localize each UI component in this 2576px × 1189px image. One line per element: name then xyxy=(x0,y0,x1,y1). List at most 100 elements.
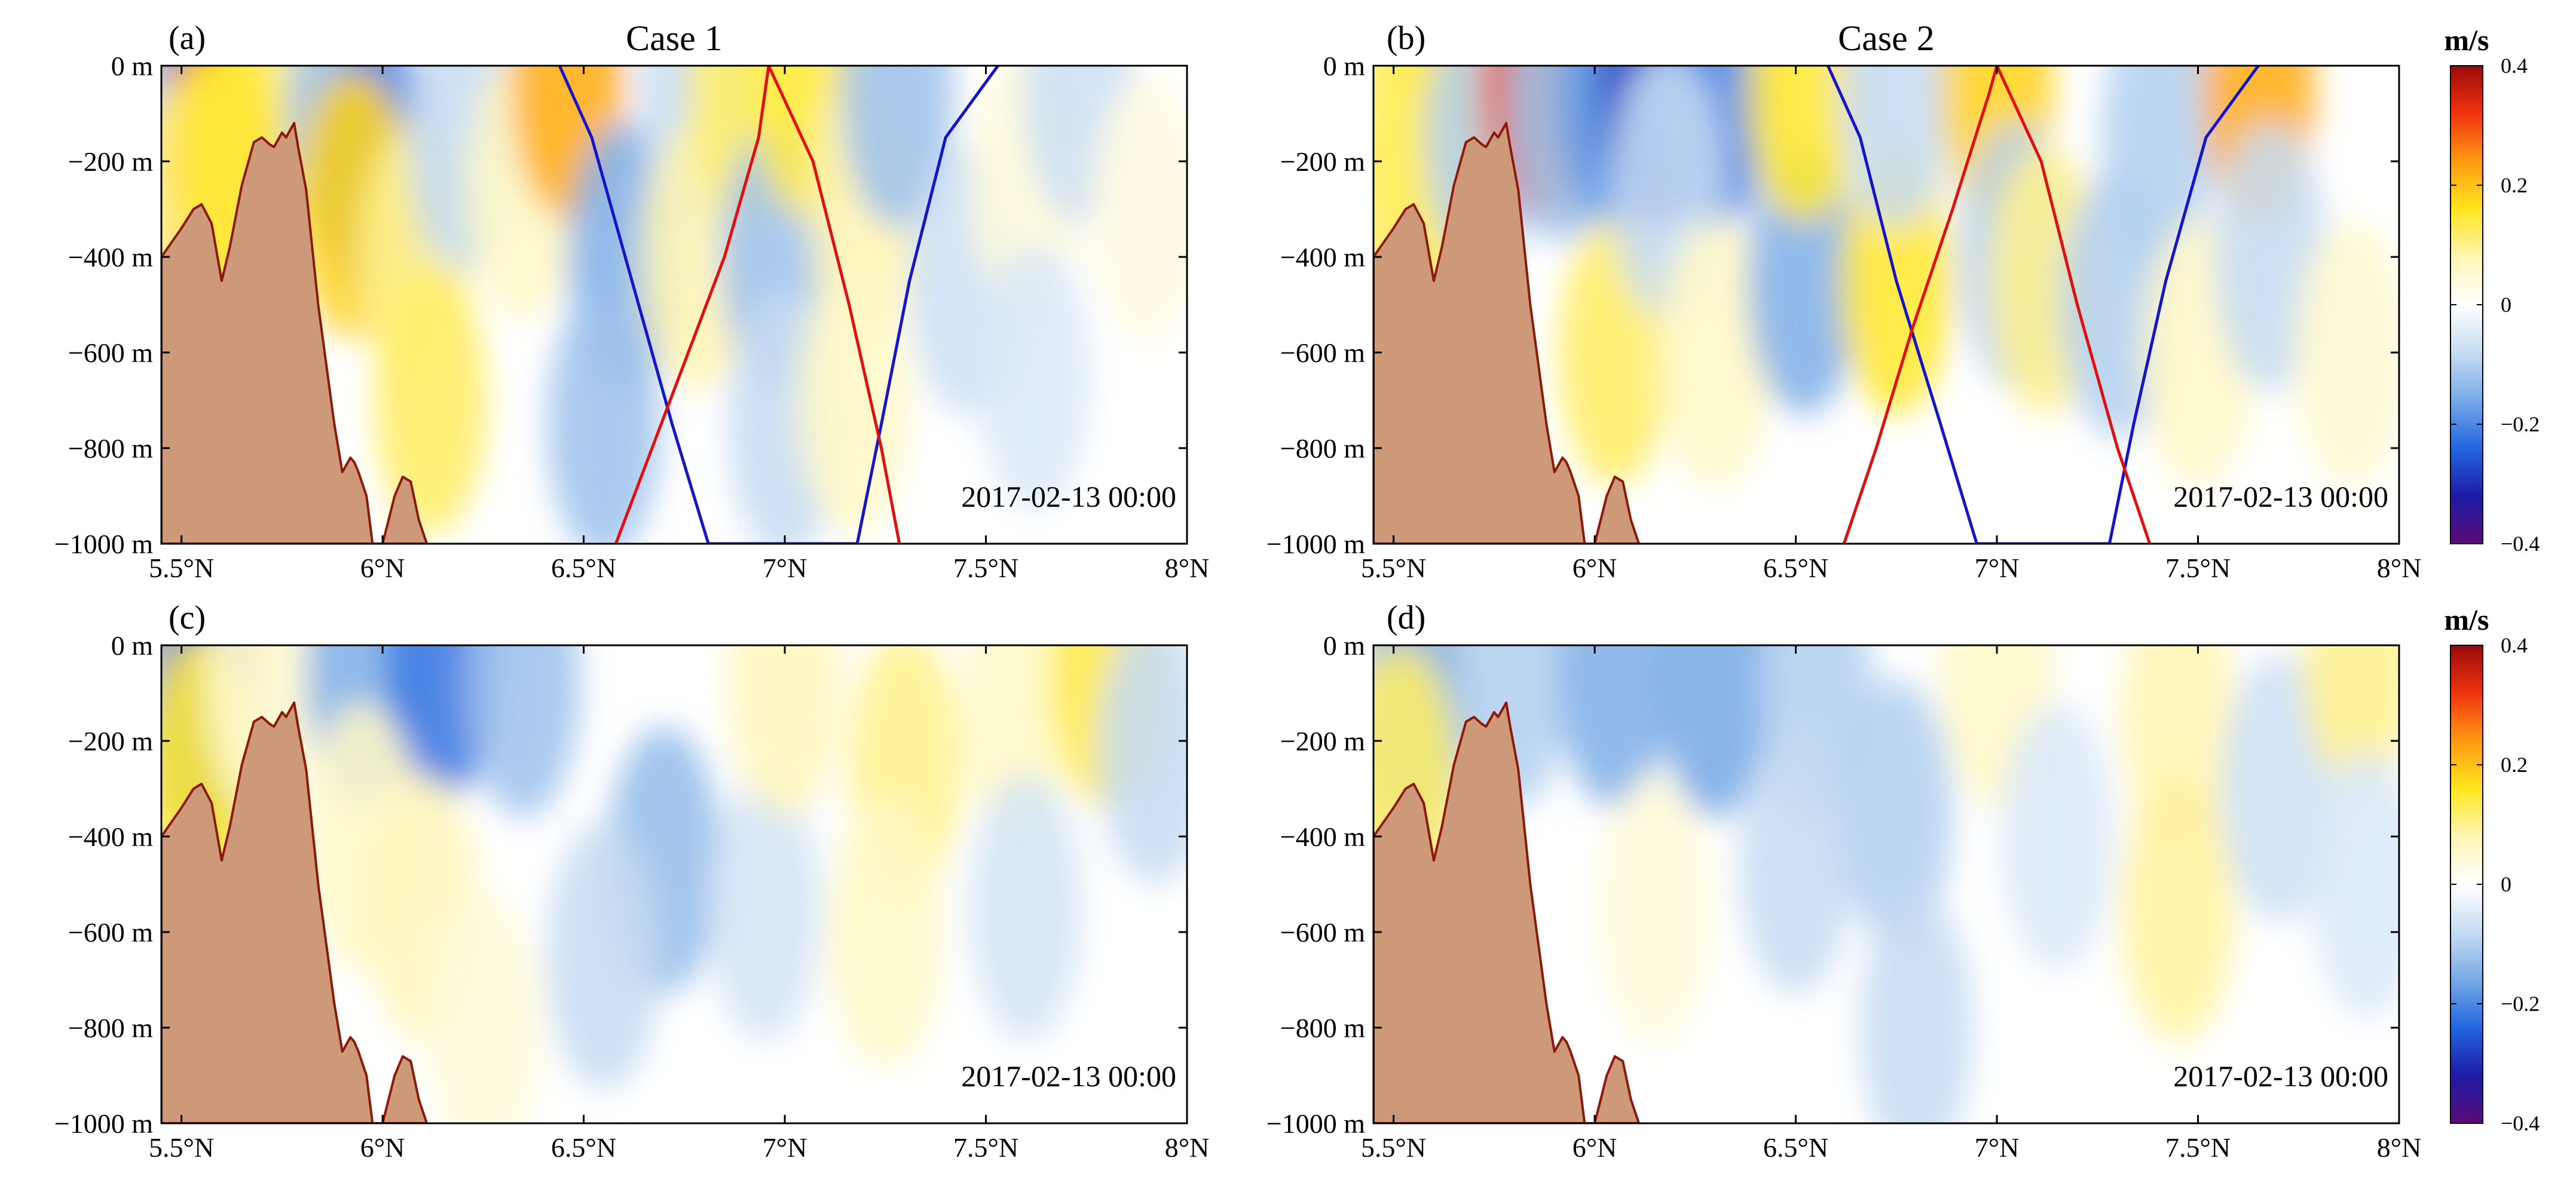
plot-frame xyxy=(160,65,1188,545)
x-axis-labels: 5.5°N 6°N 6.5°N 7°N 7.5°N 8°N xyxy=(1361,1132,2421,1163)
velocity-anomaly xyxy=(547,822,660,1090)
wave-curves xyxy=(558,66,999,544)
x-tick-label: 8°N xyxy=(2377,1132,2422,1163)
colorbar-tick-label: −0.4 xyxy=(2501,1111,2540,1135)
y-tick-label: −600 m xyxy=(1280,917,1365,948)
x-tick-label: 7.5°N xyxy=(2165,1132,2231,1163)
colorbar-top: m/s 0.4 0.2 0 −0.2 −0.4 xyxy=(2445,23,2540,556)
axis-ticks xyxy=(161,644,1188,1124)
velocity-anomaly xyxy=(2310,750,2399,1018)
velocity-anomaly xyxy=(1090,75,1187,343)
bathymetry xyxy=(161,122,429,544)
colorbar-ticks: 0.4 0.2 0 −0.2 −0.4 xyxy=(2450,633,2540,1135)
y-tick-label: −200 m xyxy=(1280,726,1365,756)
axis-ticks xyxy=(1373,65,2400,545)
plot-frame xyxy=(160,644,1188,1124)
red-ray-curve xyxy=(1842,66,2152,544)
timestamp: 2017-02-13 00:00 xyxy=(961,480,1176,513)
x-tick-label: 7°N xyxy=(1975,553,2020,583)
colorbar-unit: m/s xyxy=(2445,23,2489,57)
y-tick-label: −1000 m xyxy=(1266,529,1365,559)
colorbar-tick-label: 0.4 xyxy=(2501,54,2528,78)
velocity-anomaly xyxy=(1860,894,1973,1123)
panel-label: (c) xyxy=(169,599,206,636)
velocity-anomaly xyxy=(2000,703,2114,970)
colorbar-bottom: m/s 0.4 0.2 0 −0.2 −0.4 xyxy=(2445,603,2540,1135)
panel-b: 5.5°N 6°N 6.5°N 7°N 7.5°N 8°N 0 m −200 m −400 m… xyxy=(1266,19,2422,583)
panel-a: 5.5°N 6°N 6.5°N 7°N 7.5°N 8°N 0 m −200 m −400 m… xyxy=(54,19,1210,583)
velocity-anomaly xyxy=(969,774,1083,1042)
y-tick-label: 0 m xyxy=(111,630,154,661)
velocity-anomaly xyxy=(374,266,488,534)
velocity-anomaly xyxy=(1558,645,1672,808)
colorbar-tick-label: −0.2 xyxy=(2501,412,2540,436)
x-axis-labels: 5.5°N 6°N 6.5°N 7°N 7.5°N 8°N xyxy=(149,1132,1209,1163)
y-axis-labels: 0 m −200 m −400 m −600 m −800 m −1000 m xyxy=(1266,51,1365,559)
x-tick-label: 7.5°N xyxy=(953,1132,1018,1163)
x-tick-label: 5.5°N xyxy=(149,553,214,583)
y-axis-labels: 0 m −200 m −400 m −600 m −800 m −1000 m xyxy=(1266,630,1365,1139)
seafloor xyxy=(161,122,429,544)
y-tick-label: −400 m xyxy=(1280,822,1365,852)
velocity-anomaly xyxy=(797,266,910,534)
blue-ray-curve xyxy=(1827,66,2260,544)
y-tick-label: −600 m xyxy=(1280,338,1365,368)
x-tick-label: 6°N xyxy=(1572,1132,1617,1163)
colorbar-tick-label: 0.2 xyxy=(2501,753,2528,777)
x-tick-label: 8°N xyxy=(1165,553,1210,583)
case-title: Case 2 xyxy=(1838,19,1935,58)
bathymetry xyxy=(1373,122,1641,544)
seafloor xyxy=(161,701,429,1123)
x-tick-label: 7°N xyxy=(763,1132,807,1163)
timestamp: 2017-02-13 00:00 xyxy=(2173,480,2388,513)
colorbar-tick-label: 0 xyxy=(2501,872,2511,896)
y-tick-label: 0 m xyxy=(111,51,154,81)
x-tick-label: 6°N xyxy=(1572,553,1617,583)
x-tick-label: 7°N xyxy=(1975,1132,2020,1163)
x-axis-labels: 5.5°N 6°N 6.5°N 7°N 7.5°N 8°N xyxy=(1361,553,2421,583)
velocity-anomaly xyxy=(2101,66,2214,271)
velocity-anomaly xyxy=(977,243,1091,510)
y-tick-label: −800 m xyxy=(68,433,153,464)
velocity-anomaly xyxy=(2294,219,2399,486)
axis-ticks xyxy=(161,65,1188,545)
x-tick-label: 7.5°N xyxy=(2165,553,2231,583)
velocity-anomaly xyxy=(547,290,660,544)
x-tick-label: 6.5°N xyxy=(1763,553,1828,583)
plot-frame xyxy=(1372,644,2400,1124)
colorbar-tick-label: −0.4 xyxy=(2501,532,2540,556)
blue-ray-curve xyxy=(558,66,999,544)
y-tick-label: −800 m xyxy=(1280,1013,1365,1043)
colorbar-tick-label: 0 xyxy=(2501,293,2511,317)
y-tick-label: −1000 m xyxy=(54,529,153,559)
y-axis-labels: 0 m −200 m −400 m −600 m −800 m −1000 m xyxy=(54,51,153,559)
case-title: Case 1 xyxy=(626,19,723,58)
y-tick-label: −600 m xyxy=(68,917,153,948)
seafloor xyxy=(1373,701,1641,1123)
x-tick-label: 5.5°N xyxy=(1361,553,1426,583)
red-ray-curve xyxy=(614,66,901,544)
y-axis-labels: 0 m −200 m −400 m −600 m −800 m −1000 m xyxy=(54,630,153,1139)
velocity-anomaly xyxy=(1598,774,1712,1042)
y-tick-label: −800 m xyxy=(1280,433,1365,464)
colorbar-tick-label: −0.2 xyxy=(2501,992,2540,1016)
velocity-anomaly xyxy=(1739,727,1853,994)
x-tick-label: 6.5°N xyxy=(551,1132,616,1163)
x-tick-label: 6°N xyxy=(360,1132,405,1163)
velocity-anomaly xyxy=(1747,147,1861,415)
velocity-anomaly xyxy=(1840,679,1953,946)
seafloor xyxy=(1373,122,1641,544)
x-tick-label: 6.5°N xyxy=(1763,1132,1828,1163)
y-tick-label: −200 m xyxy=(68,146,153,177)
velocity-anomaly xyxy=(1098,645,1187,884)
y-tick-label: −600 m xyxy=(68,338,153,368)
velocity-anomaly xyxy=(708,774,821,1042)
timestamp: 2017-02-13 00:00 xyxy=(2173,1059,2388,1093)
y-tick-label: −400 m xyxy=(68,242,153,272)
velocity-anomaly xyxy=(828,798,942,1066)
x-tick-label: 8°N xyxy=(1165,1132,1210,1163)
velocity-anomaly xyxy=(1659,219,1772,486)
axis-ticks xyxy=(1373,644,2400,1124)
x-tick-label: 6.5°N xyxy=(551,553,616,583)
